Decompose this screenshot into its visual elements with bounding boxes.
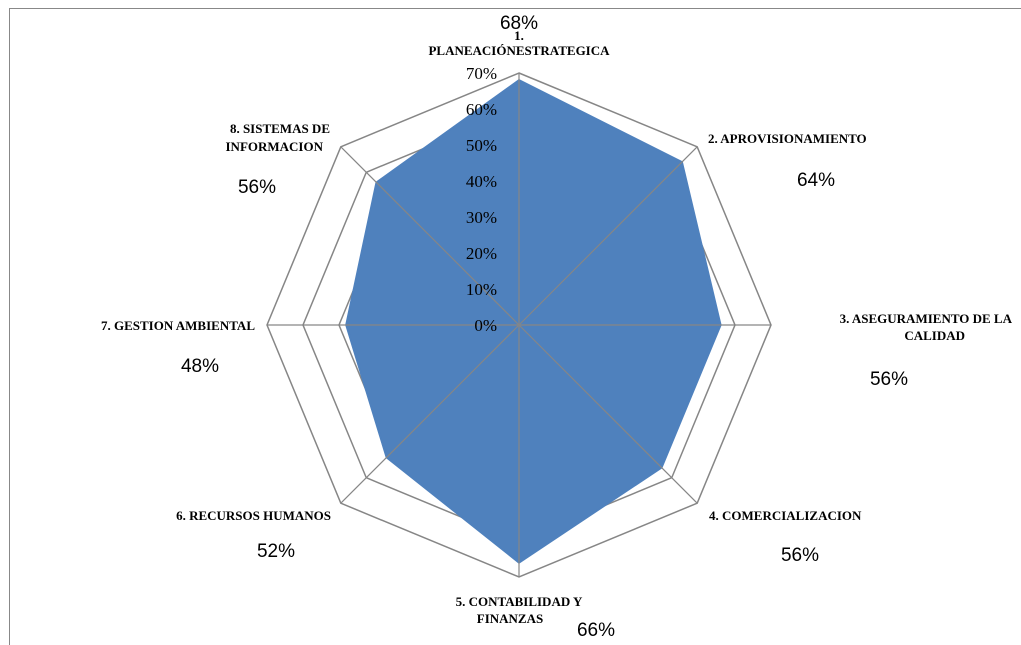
category-label: 5. CONTABILIDAD Y bbox=[456, 594, 583, 609]
frame bbox=[9, 8, 1021, 645]
category-label: 3. ASEGURAMIENTO DE LA bbox=[840, 311, 1013, 326]
category-label: FINANZAS bbox=[477, 611, 543, 626]
y-tick-label: 40% bbox=[466, 172, 497, 191]
data-label: 52% bbox=[257, 541, 295, 562]
category-label: 8. SISTEMAS DE bbox=[230, 121, 330, 136]
data-label: 66% bbox=[577, 620, 615, 641]
data-label: 56% bbox=[781, 545, 819, 566]
axis-spoke bbox=[518, 146, 698, 326]
y-tick-label: 10% bbox=[466, 280, 497, 299]
category-label: INFORMACION bbox=[226, 139, 324, 154]
category-label: CALIDAD bbox=[904, 328, 965, 343]
y-tick-label: 70% bbox=[466, 64, 497, 83]
radar-area bbox=[345, 79, 722, 564]
data-label: 56% bbox=[238, 177, 276, 198]
axis-spoke bbox=[340, 146, 520, 326]
axis-spoke bbox=[518, 324, 698, 504]
data-label: 56% bbox=[870, 369, 908, 390]
y-tick-label: 0% bbox=[474, 316, 497, 335]
category-label: 7. GESTION AMBIENTAL bbox=[101, 318, 255, 333]
y-tick-label: 20% bbox=[466, 244, 497, 263]
y-tick-label: 50% bbox=[466, 136, 497, 155]
axis-spoke bbox=[340, 324, 520, 504]
category-label: 6. RECURSOS HUMANOS bbox=[176, 508, 331, 523]
category-label: 1. bbox=[514, 28, 524, 43]
y-tick-label: 60% bbox=[466, 100, 497, 119]
category-label: PLANEACIÓNESTRATEGICA bbox=[428, 43, 610, 58]
data-label: 64% bbox=[797, 170, 835, 191]
y-tick-label: 30% bbox=[466, 208, 497, 227]
category-label: 4. COMERCIALIZACION bbox=[709, 508, 862, 523]
data-label: 68% bbox=[500, 13, 538, 34]
data-label: 48% bbox=[181, 356, 219, 377]
category-label: 2. APROVISIONAMIENTO bbox=[708, 131, 867, 146]
